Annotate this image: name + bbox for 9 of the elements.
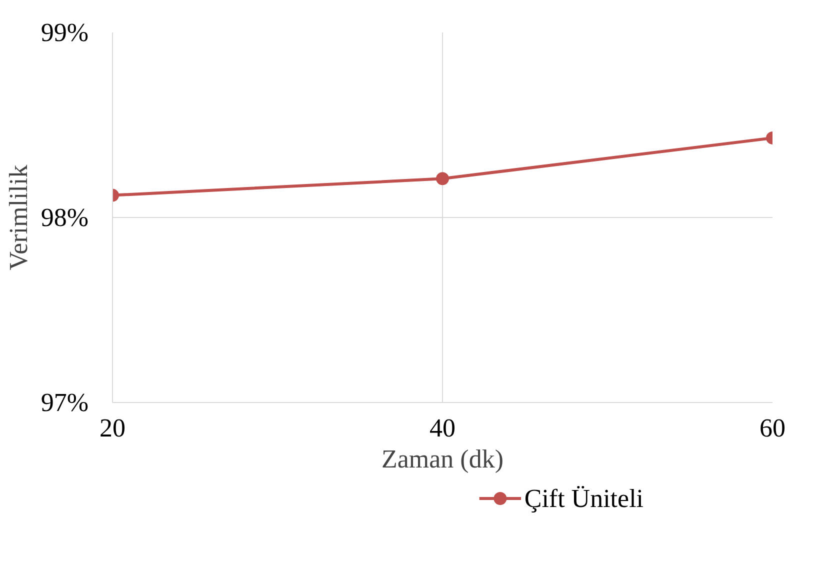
y-tick-label: 98%	[40, 203, 89, 232]
x-tick-label: 40	[430, 414, 456, 442]
x-tick-label: 20	[100, 414, 126, 442]
y-tick-label: 99%	[40, 18, 89, 47]
x-tick-label: 60	[760, 414, 786, 442]
legend-label: Çift Üniteli	[524, 484, 644, 513]
x-axis-title: Zaman (dk)	[382, 444, 504, 474]
y-tick-label: 97%	[40, 388, 89, 417]
y-axis-title: Verimlilik	[4, 164, 33, 270]
